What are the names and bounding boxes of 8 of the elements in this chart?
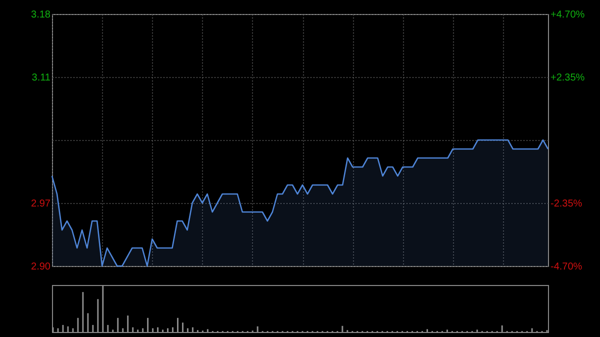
y2-tick-label: +2.35% — [550, 72, 585, 84]
y-tick-label: 3.18 — [31, 10, 51, 20]
y2-tick-label: -4.70% — [550, 262, 582, 272]
y-tick-label: 3.11 — [32, 72, 51, 84]
y-tick-label: 2.90 — [31, 262, 51, 272]
y2-tick-label: +4.70% — [550, 10, 585, 20]
y-tick-label: 2.97 — [31, 198, 51, 210]
y2-tick-label: -2.35% — [550, 198, 582, 210]
